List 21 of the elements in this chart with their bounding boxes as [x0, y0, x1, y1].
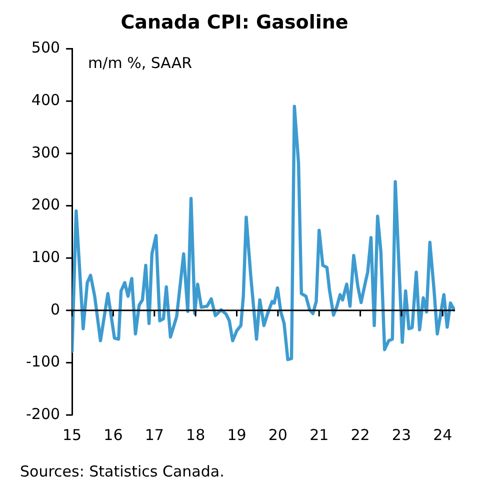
y-tick-label: 100	[31, 248, 60, 266]
y-axis-title: m/m %, SAAR	[88, 54, 192, 72]
y-tick-label: 500	[31, 38, 60, 57]
x-tick-label: 15	[62, 426, 82, 444]
y-tick-label: -200	[26, 404, 60, 423]
y-tick-label: 400	[31, 91, 60, 110]
y-tick-label: 300	[31, 143, 60, 162]
x-tick-label: 17	[144, 426, 164, 444]
x-tick-label: 18	[186, 426, 206, 444]
x-tick-label: 22	[350, 426, 370, 444]
x-tick-label: 16	[104, 426, 123, 444]
x-tick-label: 24	[433, 426, 452, 444]
source-note: Sources: Statistics Canada.	[20, 462, 224, 480]
x-tick-label: 23	[392, 426, 412, 444]
y-tick-label: -100	[26, 352, 60, 371]
chart-title: Canada CPI: Gasoline	[120, 11, 348, 34]
x-tick-label: 21	[310, 426, 329, 444]
x-tick-label: 20	[268, 426, 288, 444]
y-tick-label: 200	[31, 196, 60, 214]
x-tick-label: 19	[227, 426, 246, 444]
y-tick-label: 0	[50, 300, 60, 318]
